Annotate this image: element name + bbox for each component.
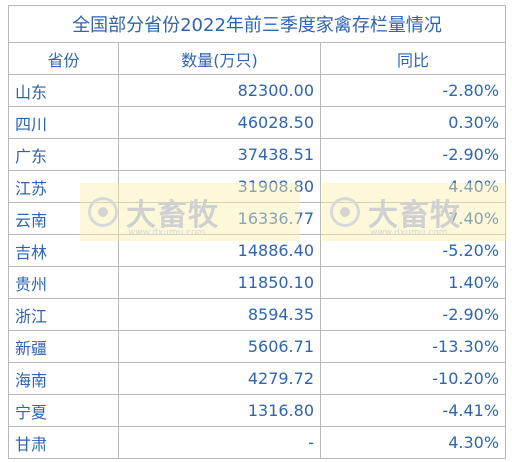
province-cell: 宁夏 — [8, 394, 119, 427]
table-row: 云南 16336.77 7.40% — [8, 202, 507, 235]
livestock-table: 全国部分省份2022年前三季度家禽存栏量情况 省份 数量(万只) 同比 山东 82… — [7, 5, 507, 459]
quantity-cell: 82300.00 — [118, 74, 321, 107]
table-row: 四川 46028.50 0.30% — [8, 106, 507, 139]
yoy-cell: -5.20% — [319, 234, 507, 267]
yoy-cell: -10.20% — [319, 362, 507, 395]
province-cell: 海南 — [8, 362, 119, 395]
yoy-cell: -4.41% — [319, 394, 507, 427]
table-title: 全国部分省份2022年前三季度家禽存栏量情况 — [7, 5, 507, 43]
province-cell: 广东 — [8, 138, 119, 171]
quantity-cell: 46028.50 — [118, 106, 321, 139]
quantity-cell: 31908.80 — [118, 170, 321, 203]
table-row: 甘肃 -4.30% — [8, 426, 507, 459]
table-row: 广东 37438.51 -2.90% — [8, 138, 507, 171]
province-cell: 云南 — [8, 202, 119, 235]
quantity-cell: 14886.40 — [118, 234, 321, 267]
table-row: 海南 4279.72 -10.20% — [8, 362, 507, 395]
table-row: 浙江 8594.35 -2.90% — [8, 298, 507, 331]
header-yoy: 同比 — [319, 42, 507, 75]
yoy-cell: -2.90% — [319, 298, 507, 331]
province-cell: 甘肃 — [8, 426, 119, 459]
header-province: 省份 — [8, 42, 119, 75]
table-body: 山东 82300.00 -2.80% 四川 46028.50 0.30% 广东 37438.5… — [8, 74, 507, 459]
title-row: 全国部分省份2022年前三季度家禽存栏量情况 — [7, 5, 507, 43]
quantity-cell: 16336.77 — [118, 202, 321, 235]
table-row: 江苏 31908.80 4.40% — [8, 170, 507, 203]
quantity-cell: 11850.10 — [118, 266, 321, 299]
yoy-cell: 4.30% — [319, 426, 507, 459]
table-row: 吉林 14886.40 -5.20% — [8, 234, 507, 267]
quantity-cell: 1316.80 — [118, 394, 321, 427]
province-cell: 贵州 — [8, 266, 119, 299]
quantity-cell: 4279.72 — [118, 362, 321, 395]
yoy-cell: -13.30% — [319, 330, 507, 363]
yoy-cell: 4.40% — [319, 170, 507, 203]
yoy-cell: 7.40% — [319, 202, 507, 235]
province-cell: 吉林 — [8, 234, 119, 267]
table-row: 宁夏 1316.80 -4.41% — [8, 394, 507, 427]
yoy-cell: 0.30% — [319, 106, 507, 139]
table-row: 新疆 5606.71 -13.30% — [8, 330, 507, 363]
table-row: 山东 82300.00 -2.80% — [8, 74, 507, 107]
header-quantity: 数量(万只) — [118, 42, 321, 75]
yoy-cell: -2.90% — [319, 138, 507, 171]
province-cell: 新疆 — [8, 330, 119, 363]
quantity-cell: 37438.51 — [118, 138, 321, 171]
quantity-cell: 8594.35 — [118, 298, 321, 331]
province-cell: 山东 — [8, 74, 119, 107]
table-row: 贵州 11850.10 1.40% — [8, 266, 507, 299]
province-cell: 四川 — [8, 106, 119, 139]
yoy-cell: -2.80% — [319, 74, 507, 107]
province-cell: 浙江 — [8, 298, 119, 331]
quantity-cell: - — [118, 426, 321, 459]
quantity-cell: 5606.71 — [118, 330, 321, 363]
province-cell: 江苏 — [8, 170, 119, 203]
yoy-cell: 1.40% — [319, 266, 507, 299]
header-row: 省份 数量(万只) 同比 — [8, 42, 507, 75]
